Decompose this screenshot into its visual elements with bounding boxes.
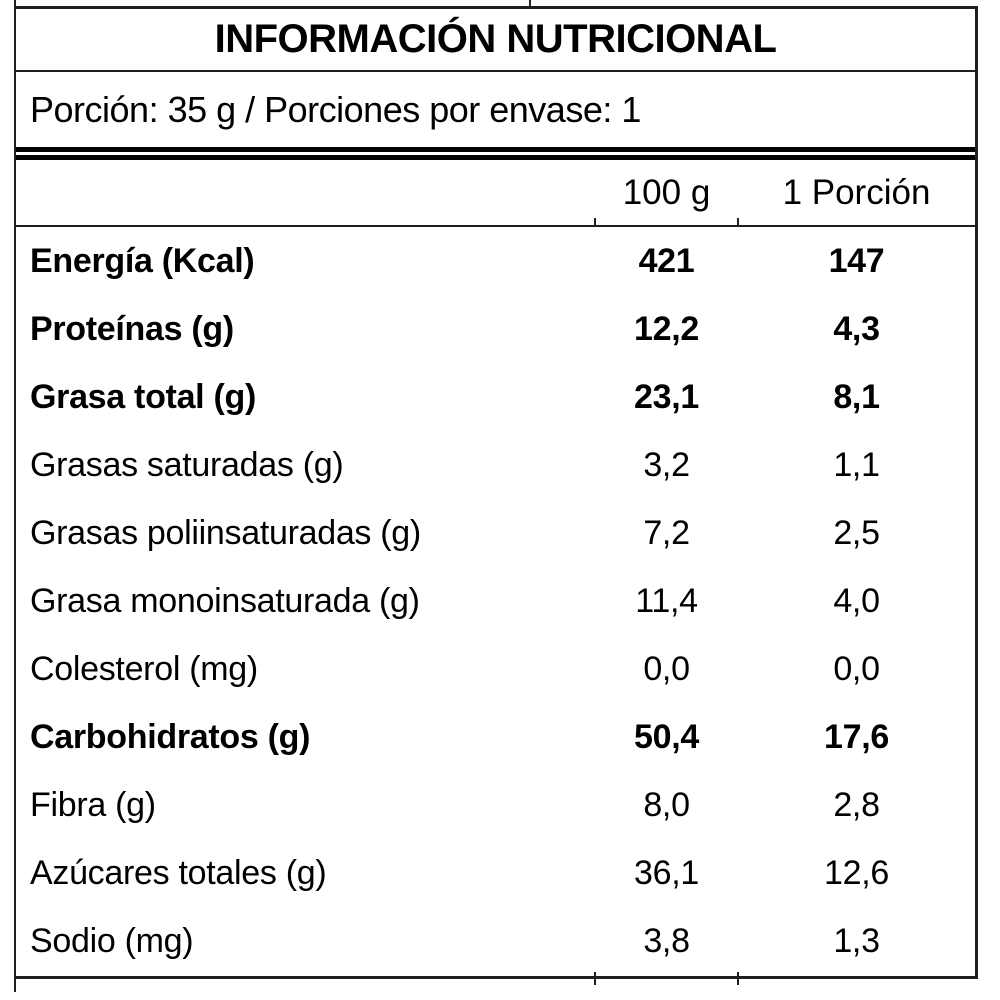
value-per-100g: 23,1 <box>634 377 699 416</box>
nutrient-name: Grasas poliinsaturadas (g) <box>30 513 421 552</box>
nutrient-name: Fibra (g) <box>30 786 156 825</box>
value-per-portion: 4,3 <box>833 309 880 348</box>
value-per-100g: 3,8 <box>643 922 690 961</box>
value-per-100g: 421 <box>638 241 695 280</box>
nutrient-name: Carbohidratos (g) <box>30 718 311 757</box>
nutrient-name: Colesterol (mg) <box>30 650 258 689</box>
column-boundary-tick <box>14 0 16 7</box>
column-boundary-tick <box>737 972 739 985</box>
nutrient-name: Energía (Kcal) <box>30 241 255 280</box>
column-boundary-tick <box>529 0 531 10</box>
value-per-100g: 8,0 <box>643 786 690 825</box>
nutrient-row-proteinas: Proteínas (g) 12,2 4,3 <box>16 295 975 363</box>
nutrient-name: Azúcares totales (g) <box>30 854 327 893</box>
nutrient-name: Grasas saturadas (g) <box>30 445 344 484</box>
nutrient-name: Grasa total (g) <box>30 377 256 416</box>
value-per-100g: 11,4 <box>635 582 698 621</box>
value-per-100g: 7,2 <box>643 513 690 552</box>
nutrient-row-grasa-monoinsaturada: Grasa monoinsaturada (g) 11,4 4,0 <box>16 567 975 635</box>
nutrient-row-grasas-saturadas: Grasas saturadas (g) 3,2 1,1 <box>16 431 975 499</box>
column-boundary-tick <box>14 979 16 992</box>
column-header-100g: 100 g <box>622 172 711 212</box>
value-per-portion: 12,6 <box>824 854 889 893</box>
value-per-portion: 147 <box>828 241 885 280</box>
column-boundary-tick <box>594 972 596 985</box>
nutrient-row-energia: Energía (Kcal) 421 147 <box>16 227 975 295</box>
nutrient-row-sodio: Sodio (mg) 3,8 1,3 <box>16 908 975 976</box>
value-per-100g: 36,1 <box>634 854 699 893</box>
column-header-row: 100 g 1 Porción <box>16 160 975 227</box>
value-per-100g: 3,2 <box>643 445 690 484</box>
value-per-100g: 50,4 <box>634 718 699 757</box>
value-per-portion: 1,3 <box>833 922 880 961</box>
nutrient-row-carbohidratos: Carbohidratos (g) 50,4 17,6 <box>16 704 975 772</box>
column-boundary-tick <box>594 218 596 225</box>
nutrient-row-grasas-poliinsaturadas: Grasas poliinsaturadas (g) 7,2 2,5 <box>16 499 975 567</box>
nutrient-name: Sodio (mg) <box>30 922 194 961</box>
value-per-portion: 4,0 <box>833 582 880 621</box>
nutrient-row-colesterol: Colesterol (mg) 0,0 0,0 <box>16 636 975 704</box>
nutrient-name: Grasa monoinsaturada (g) <box>30 582 420 621</box>
serving-info: Porción: 35 g / Porciones por envase: 1 <box>30 88 641 130</box>
value-per-portion: 0,0 <box>833 650 880 689</box>
nutrient-name: Proteínas (g) <box>30 309 234 348</box>
column-boundary-tick <box>737 218 739 225</box>
value-per-portion: 1,1 <box>833 445 880 484</box>
nutrient-row-azucares-totales: Azúcares totales (g) 36,1 12,6 <box>16 840 975 908</box>
value-per-portion: 17,6 <box>824 718 889 757</box>
value-per-portion: 8,1 <box>833 377 880 416</box>
nutrient-rows: Energía (Kcal) 421 147 Proteínas (g) 12,… <box>16 227 975 976</box>
column-header-portion: 1 Porción <box>782 172 931 212</box>
nutrition-title: INFORMACIÓN NUTRICIONAL <box>16 9 975 72</box>
value-per-portion: 2,8 <box>833 786 880 825</box>
nutrition-facts-table: INFORMACIÓN NUTRICIONAL Porción: 35 g / … <box>14 6 978 985</box>
nutrient-row-fibra: Fibra (g) 8,0 2,8 <box>16 772 975 840</box>
value-per-100g: 12,2 <box>634 309 699 348</box>
double-rule-divider <box>16 147 975 160</box>
nutrient-row-grasa-total: Grasa total (g) 23,1 8,1 <box>16 363 975 431</box>
value-per-100g: 0,0 <box>643 650 690 689</box>
value-per-portion: 2,5 <box>833 513 880 552</box>
